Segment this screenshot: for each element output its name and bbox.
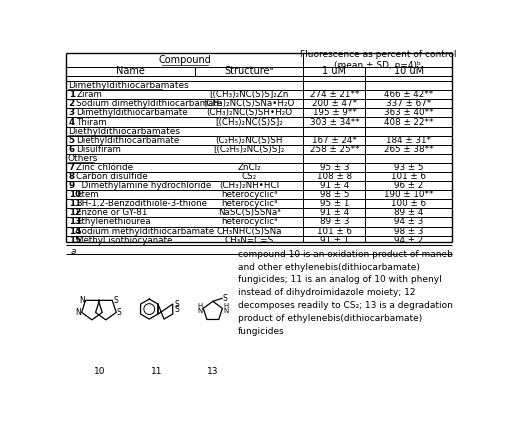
Text: 94 ± 2: 94 ± 2 bbox=[393, 236, 423, 245]
Text: 11: 11 bbox=[69, 199, 81, 208]
Text: Dimethyldithiocarbamate: Dimethyldithiocarbamate bbox=[76, 109, 188, 118]
Text: Carbon disulfide: Carbon disulfide bbox=[76, 172, 148, 181]
Text: 1: 1 bbox=[69, 90, 75, 99]
Text: 195 ± 9**: 195 ± 9** bbox=[312, 109, 356, 118]
Text: Others: Others bbox=[68, 154, 98, 163]
Text: 89 ± 4: 89 ± 4 bbox=[393, 208, 423, 217]
Text: (CH₃)₂NC(S)SH•H₂O: (CH₃)₂NC(S)SH•H₂O bbox=[206, 109, 292, 118]
Text: 200 ± 47*: 200 ± 47* bbox=[311, 99, 357, 108]
Text: N: N bbox=[75, 308, 81, 317]
Text: 363 ± 40**: 363 ± 40** bbox=[383, 109, 433, 118]
Text: 14: 14 bbox=[69, 227, 81, 236]
Text: H
N: H N bbox=[197, 303, 202, 314]
Text: Dimethylamine hydrochloride: Dimethylamine hydrochloride bbox=[76, 181, 211, 190]
Text: Etem: Etem bbox=[76, 190, 99, 199]
Text: Enzone or GY-81: Enzone or GY-81 bbox=[76, 208, 147, 217]
Text: 91 ± 4: 91 ± 4 bbox=[319, 208, 348, 217]
Text: 98 ± 5: 98 ± 5 bbox=[319, 190, 348, 199]
Text: [(CH₃)₂NC(S)S]₂: [(CH₃)₂NC(S)S]₂ bbox=[215, 118, 283, 127]
Text: 91 ± 1: 91 ± 1 bbox=[319, 236, 348, 245]
Text: 337 ± 67*: 337 ± 67* bbox=[385, 99, 431, 108]
Text: 15: 15 bbox=[69, 236, 81, 245]
Text: Dimethyldithiocarbamates: Dimethyldithiocarbamates bbox=[68, 81, 188, 90]
Text: 98 ± 3: 98 ± 3 bbox=[393, 227, 423, 236]
Text: 95 ± 3: 95 ± 3 bbox=[319, 163, 348, 172]
Text: (CH₃)₂NC(S)SNa•H₂O: (CH₃)₂NC(S)SNa•H₂O bbox=[203, 99, 294, 108]
Text: 184 ± 31*: 184 ± 31* bbox=[386, 136, 431, 145]
Text: 13: 13 bbox=[207, 367, 218, 376]
Text: Diethyldithiocarbamate: Diethyldithiocarbamate bbox=[76, 136, 179, 145]
Text: S: S bbox=[223, 294, 227, 303]
Text: 5: 5 bbox=[69, 136, 75, 145]
Text: 466 ± 42**: 466 ± 42** bbox=[383, 90, 433, 99]
Text: 167 ± 24*: 167 ± 24* bbox=[312, 136, 356, 145]
Text: a: a bbox=[70, 248, 76, 256]
Text: 101 ± 6: 101 ± 6 bbox=[317, 227, 351, 236]
Text: 9: 9 bbox=[69, 181, 75, 190]
Text: 94 ± 3: 94 ± 3 bbox=[393, 218, 423, 227]
Text: 100 ± 6: 100 ± 6 bbox=[391, 199, 426, 208]
Text: 3H-1,2-Benzodithiole-3-thione: 3H-1,2-Benzodithiole-3-thione bbox=[76, 199, 207, 208]
Text: Structureᵃ: Structureᵃ bbox=[224, 66, 273, 76]
Text: 258 ± 25**: 258 ± 25** bbox=[309, 145, 359, 154]
Text: Zinc chloride: Zinc chloride bbox=[76, 163, 133, 172]
Text: H
N: H N bbox=[223, 303, 228, 314]
Text: 12: 12 bbox=[69, 208, 81, 217]
Text: 101 ± 6: 101 ± 6 bbox=[391, 172, 426, 181]
Text: Thiram: Thiram bbox=[76, 118, 107, 127]
Text: 95 ± 1: 95 ± 1 bbox=[319, 199, 348, 208]
Text: 108 ± 8: 108 ± 8 bbox=[316, 172, 351, 181]
Text: Fluorescence as percent of control
(mean ± SD, n=4)ᵇ: Fluorescence as percent of control (mean… bbox=[299, 50, 455, 70]
Text: Sodium dimethyldithiocarbamate: Sodium dimethyldithiocarbamate bbox=[76, 99, 222, 108]
Text: 4: 4 bbox=[69, 118, 75, 127]
Text: 303 ± 34**: 303 ± 34** bbox=[309, 118, 359, 127]
Text: 2: 2 bbox=[69, 99, 75, 108]
Text: Methyl isothiocyanate: Methyl isothiocyanate bbox=[76, 236, 173, 245]
Text: N: N bbox=[79, 296, 85, 305]
Text: 91 ± 4: 91 ± 4 bbox=[319, 181, 348, 190]
Text: 10: 10 bbox=[94, 367, 105, 376]
Text: [(C₂H₅)₂NC(S)S]₂: [(C₂H₅)₂NC(S)S]₂ bbox=[213, 145, 284, 154]
Text: 11: 11 bbox=[150, 367, 162, 376]
Text: 13: 13 bbox=[69, 218, 81, 227]
Text: Sodium methyldithiocarbamate: Sodium methyldithiocarbamate bbox=[76, 227, 214, 236]
Text: 274 ± 21**: 274 ± 21** bbox=[309, 90, 359, 99]
Text: (CH₃)₂NH•HCl: (CH₃)₂NH•HCl bbox=[219, 181, 279, 190]
Text: 8: 8 bbox=[69, 172, 75, 181]
Text: Ethylenethiourea: Ethylenethiourea bbox=[76, 218, 151, 227]
Text: 1 uM: 1 uM bbox=[322, 66, 346, 76]
Text: 10 uM: 10 uM bbox=[393, 66, 423, 76]
Text: CH₃NHC(S)SNa: CH₃NHC(S)SNa bbox=[216, 227, 281, 236]
Text: heterocyclicᵃ: heterocyclicᵃ bbox=[221, 199, 277, 208]
Text: 89 ± 3: 89 ± 3 bbox=[319, 218, 348, 227]
Text: 7: 7 bbox=[69, 163, 75, 172]
Text: 93 ± 5: 93 ± 5 bbox=[393, 163, 423, 172]
Text: Ziram: Ziram bbox=[76, 90, 102, 99]
Text: Name: Name bbox=[116, 66, 145, 76]
Text: S: S bbox=[113, 296, 118, 305]
Text: [(CH₃)₂NC(S)S]₂Zn: [(CH₃)₂NC(S)S]₂Zn bbox=[209, 90, 288, 99]
Text: S: S bbox=[174, 305, 179, 314]
Text: NaSC(S)SSNaᵃ: NaSC(S)SSNaᵃ bbox=[218, 208, 280, 217]
Text: ZnCl₂: ZnCl₂ bbox=[237, 163, 261, 172]
Text: 190 ± 10**: 190 ± 10** bbox=[383, 190, 433, 199]
Text: 265 ± 38**: 265 ± 38** bbox=[383, 145, 433, 154]
Text: heterocyclicᵃ: heterocyclicᵃ bbox=[221, 190, 277, 199]
Text: 3: 3 bbox=[69, 109, 75, 118]
Text: compound 10 is an oxidation product of maneb
and other ethylenebis(dithiocarbama: compound 10 is an oxidation product of m… bbox=[237, 250, 451, 336]
Text: CH₃N=C=S: CH₃N=C=S bbox=[224, 236, 273, 245]
Text: S: S bbox=[117, 308, 122, 317]
Text: 6: 6 bbox=[69, 145, 75, 154]
Text: CS₂: CS₂ bbox=[241, 172, 257, 181]
Text: Diethyldithiocarbamates: Diethyldithiocarbamates bbox=[68, 127, 180, 135]
Text: Disulfiram: Disulfiram bbox=[76, 145, 121, 154]
Text: 96 ± 2: 96 ± 2 bbox=[393, 181, 423, 190]
Text: (C₂H₅)₂NC(S)SH: (C₂H₅)₂NC(S)SH bbox=[215, 136, 282, 145]
Text: S: S bbox=[174, 299, 179, 308]
Text: 408 ± 22**: 408 ± 22** bbox=[383, 118, 433, 127]
Text: Compound: Compound bbox=[158, 55, 211, 65]
Text: heterocyclicᵃ: heterocyclicᵃ bbox=[221, 218, 277, 227]
Text: 10: 10 bbox=[69, 190, 81, 199]
